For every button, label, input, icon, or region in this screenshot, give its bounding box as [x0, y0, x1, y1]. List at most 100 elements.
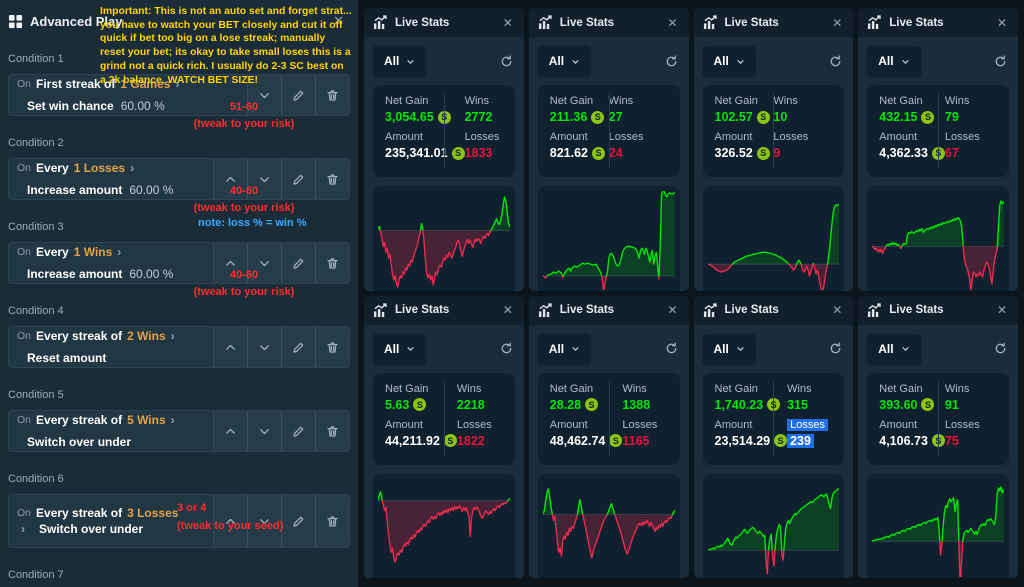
- move-up-button[interactable]: [214, 495, 247, 547]
- stat-label: Losses: [608, 131, 644, 143]
- advanced-play-title: Advanced Play: [30, 13, 123, 29]
- edit-button[interactable]: [281, 411, 315, 451]
- losses-value: 1833: [464, 146, 493, 160]
- stat-label: Losses: [944, 131, 980, 143]
- filter-dropdown[interactable]: All: [867, 46, 921, 76]
- move-up-button[interactable]: [214, 159, 247, 199]
- filter-dropdown[interactable]: All: [537, 46, 592, 76]
- live-stats-panel: Live Stats ✕ All Net Gain 1,740.23 S Wins 315 Am…: [693, 295, 854, 578]
- condition-action: Increase amount: [27, 267, 123, 282]
- conditions-list: Condition 1 On First streak of 1 Games › Set …: [8, 49, 350, 587]
- stat-label: Amount: [385, 418, 423, 431]
- delete-button[interactable]: [315, 75, 349, 115]
- losses-stat: Losses 24: [609, 131, 668, 167]
- panel-close-icon[interactable]: ✕: [502, 303, 513, 317]
- condition-actions: [213, 495, 349, 547]
- refresh-icon[interactable]: [994, 342, 1009, 355]
- coin-icon: S: [585, 398, 599, 411]
- trigger-text: First streak of: [36, 76, 116, 91]
- move-down-button[interactable]: [247, 411, 281, 451]
- refresh-icon[interactable]: [500, 342, 515, 355]
- panel-close-icon[interactable]: ✕: [667, 303, 678, 317]
- refresh-icon[interactable]: [994, 54, 1009, 68]
- net-gain-value: 1,740.23: [714, 397, 764, 412]
- refresh-icon[interactable]: [829, 54, 844, 68]
- net-gain-chart: [702, 186, 845, 291]
- filter-dropdown[interactable]: All: [867, 333, 921, 364]
- move-down-button[interactable]: [247, 327, 281, 367]
- condition-trigger[interactable]: On Every streak of 5 Wins › Switch over unde…: [9, 411, 213, 451]
- condition-block: Condition 4 On Every streak of 2 Wins › Reset…: [8, 301, 350, 368]
- edit-button[interactable]: [281, 327, 315, 367]
- delete-button[interactable]: [315, 159, 349, 199]
- wins-stat: Wins 91: [945, 383, 997, 419]
- filter-dropdown[interactable]: All: [702, 46, 756, 76]
- refresh-icon[interactable]: [665, 54, 680, 68]
- divider: [773, 94, 775, 168]
- important-note: Important: This is not an auto set and f…: [100, 6, 352, 86]
- stat-label: Net Gain: [714, 382, 758, 395]
- wins-value: 2218: [456, 397, 485, 412]
- filter-value: All: [713, 341, 729, 356]
- move-up-button[interactable]: [214, 411, 247, 451]
- move-down-button[interactable]: [247, 159, 281, 199]
- condition-actions: [213, 327, 349, 367]
- trigger-on-label: On: [17, 161, 32, 174]
- stats-card: Net Gain 211.36 S Wins 27 Amount 821.62 S Losses…: [537, 85, 680, 177]
- live-stats-panel: Live Stats ✕ All Net Gain 393.60 S Wins 91 Amoun…: [858, 295, 1018, 578]
- net-gain-chart: [867, 186, 1009, 291]
- edit-button[interactable]: [281, 75, 315, 115]
- refresh-icon[interactable]: [500, 54, 515, 68]
- panel-close-icon[interactable]: ✕: [832, 15, 843, 30]
- stats-card: Net Gain 102.57 S Wins 10 Amount 326.52 S Losses…: [702, 85, 845, 177]
- edit-button[interactable]: [281, 495, 315, 547]
- edit-button[interactable]: [281, 159, 315, 199]
- condition-trigger[interactable]: On Every 1 Wins › Increase amount 60.00 % 40-6…: [9, 243, 294, 298]
- edit-button[interactable]: [281, 243, 315, 283]
- move-down-button[interactable]: [247, 495, 281, 547]
- filter-dropdown[interactable]: All: [373, 333, 427, 364]
- refresh-icon[interactable]: [829, 342, 844, 355]
- wins-stat: Wins 315: [787, 383, 832, 419]
- panel-header: Live Stats ✕: [364, 295, 524, 325]
- condition-trigger[interactable]: On Every 1 Losses › Increase amount 60.00 % 40…: [9, 159, 294, 214]
- panel-close-icon[interactable]: ✕: [502, 15, 513, 30]
- trigger-on-label: On: [17, 413, 32, 426]
- amount-value: 23,514.29: [714, 433, 771, 448]
- move-down-button[interactable]: [247, 243, 281, 283]
- trigger-highlight: 1 Games: [120, 76, 171, 91]
- panel-header: Live Stats ✕: [693, 8, 854, 37]
- amount-stat: Amount 235,341.01 S: [385, 131, 465, 160]
- filter-dropdown[interactable]: All: [702, 333, 756, 364]
- panel-close-icon[interactable]: ✕: [667, 15, 678, 30]
- filter-dropdown[interactable]: All: [537, 333, 592, 364]
- advanced-play-close-icon[interactable]: ✕: [333, 13, 344, 28]
- panel-close-icon[interactable]: ✕: [996, 15, 1007, 30]
- delete-button[interactable]: [315, 495, 349, 547]
- move-up-button[interactable]: [214, 327, 247, 367]
- filter-dropdown[interactable]: All: [373, 46, 427, 76]
- delete-button[interactable]: [315, 327, 349, 367]
- panel-title: Live Stats: [395, 304, 450, 316]
- wins-value: 91: [944, 397, 959, 412]
- chevron-right-icon: ›: [117, 244, 122, 259]
- losses-value: 75: [944, 433, 959, 448]
- refresh-icon[interactable]: [665, 342, 680, 355]
- net-gain-value: 211.36: [549, 110, 588, 124]
- condition-label: Condition 7: [8, 569, 64, 581]
- condition-trigger[interactable]: On Every streak of 2 Wins › Reset amount: [9, 327, 213, 367]
- move-up-button[interactable]: [214, 243, 247, 283]
- coin-icon: S: [774, 434, 788, 447]
- panel-close-icon[interactable]: ✕: [996, 303, 1007, 317]
- stat-label: Amount: [549, 418, 588, 431]
- live-stats-icon: [538, 15, 553, 30]
- delete-button[interactable]: [315, 243, 349, 283]
- amount-stat: Amount 326.52 S: [715, 131, 774, 160]
- condition-value: 60.00 %: [129, 183, 174, 198]
- net-gain-stat: Net Gain 28.28 S: [550, 383, 623, 412]
- move-down-button[interactable]: [248, 75, 281, 115]
- panel-close-icon[interactable]: ✕: [832, 303, 843, 317]
- condition-actions: [213, 243, 349, 283]
- condition-trigger[interactable]: On Every streak of 3 Losses › Switch over un…: [9, 495, 283, 547]
- delete-button[interactable]: [315, 411, 349, 451]
